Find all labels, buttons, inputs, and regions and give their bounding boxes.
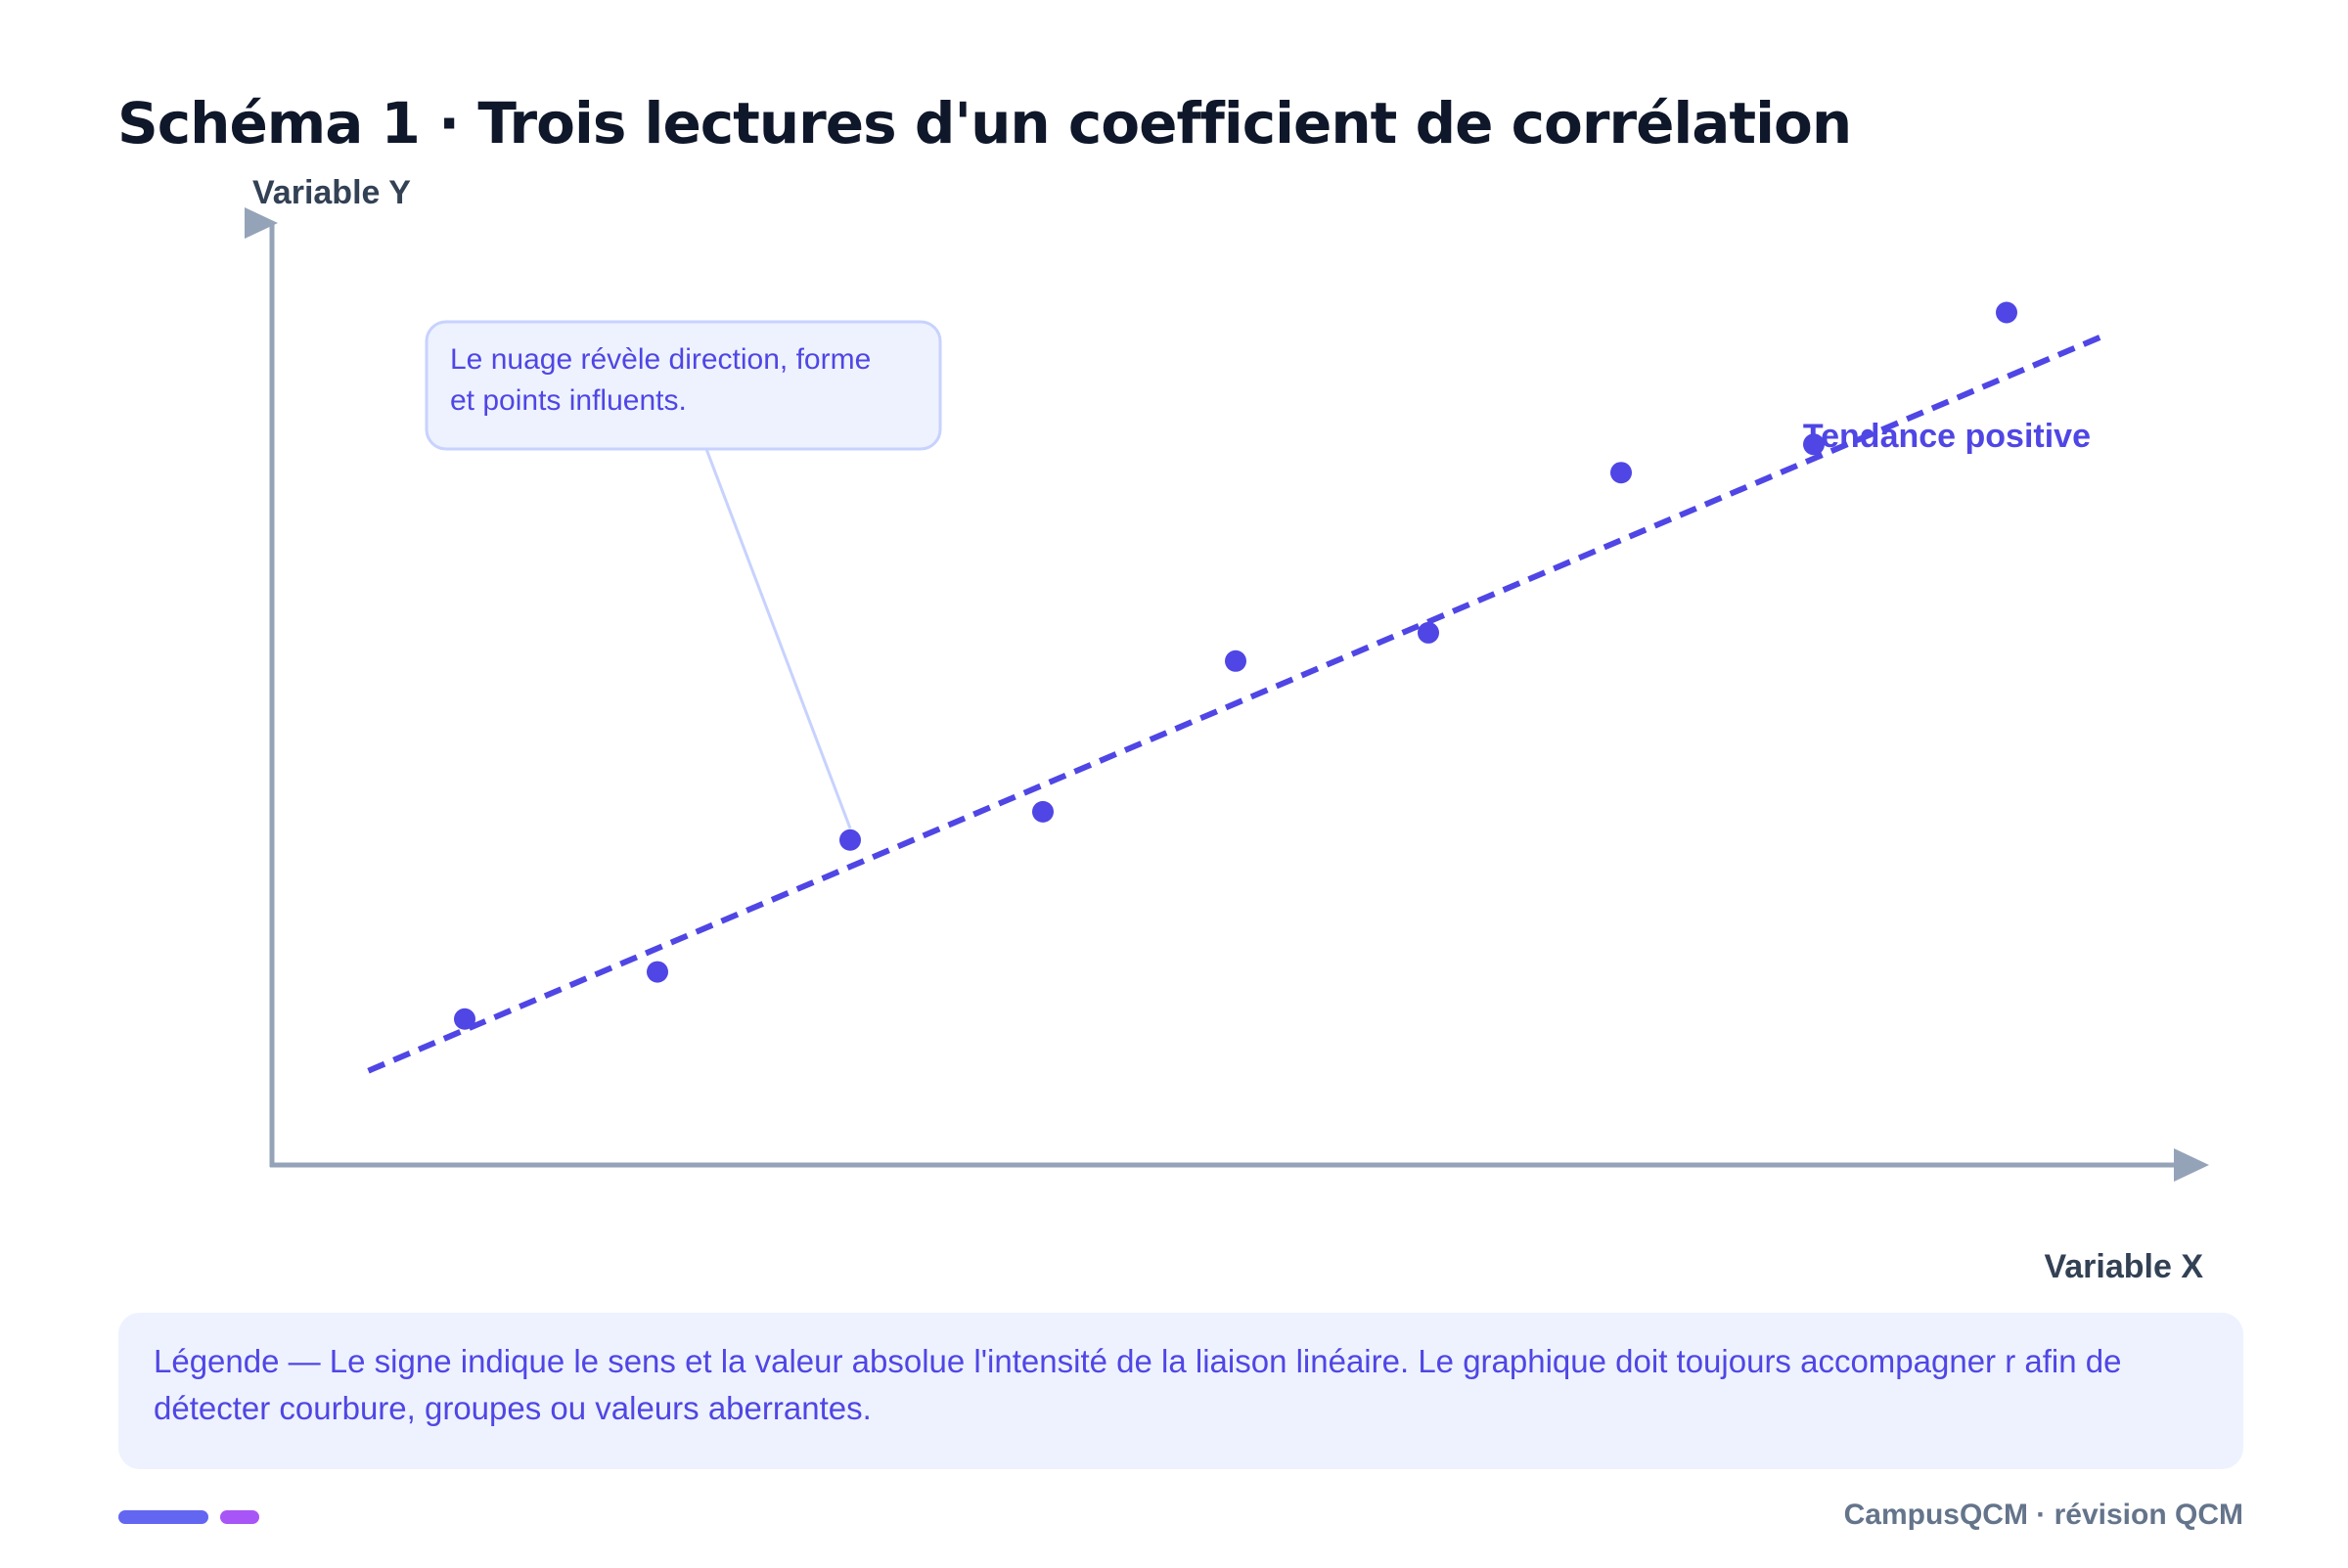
callout-line-2: et points influents. xyxy=(450,384,687,417)
y-axis-arrow xyxy=(245,207,278,239)
footer-accent-dot xyxy=(220,1510,259,1524)
data-point-2 xyxy=(647,961,668,983)
data-point-6 xyxy=(1418,621,1439,644)
page-title: Schéma 1 · Trois lectures d'un coefficie… xyxy=(117,90,1852,157)
chart-axes xyxy=(245,207,2209,1182)
trend-line xyxy=(367,333,2104,1074)
data-point-7 xyxy=(1610,462,1632,484)
data-point-3 xyxy=(839,829,861,851)
data-point-9 xyxy=(1996,301,2017,324)
data-point-5 xyxy=(1225,650,1246,672)
x-axis-label: Variable X xyxy=(2044,1248,2203,1285)
footer-brand: CampusQCM · révision QCM xyxy=(1843,1499,2243,1531)
data-point-8 xyxy=(1803,433,1825,456)
callout-leader-line xyxy=(704,448,852,829)
legend-box: Légende — Le signe indique le sens et la… xyxy=(118,1313,2243,1469)
y-axis-label: Variable Y xyxy=(252,174,411,211)
callout-box xyxy=(425,320,942,451)
data-point-1 xyxy=(454,1008,475,1030)
trend-label: Tendance positive xyxy=(1803,418,2091,455)
callout-line-1: Le nuage révèle direction, forme xyxy=(450,343,871,376)
footer-accent-bar xyxy=(118,1510,208,1524)
data-point-4 xyxy=(1032,800,1054,823)
x-axis-arrow xyxy=(2174,1148,2209,1182)
data-points xyxy=(454,301,2017,1030)
